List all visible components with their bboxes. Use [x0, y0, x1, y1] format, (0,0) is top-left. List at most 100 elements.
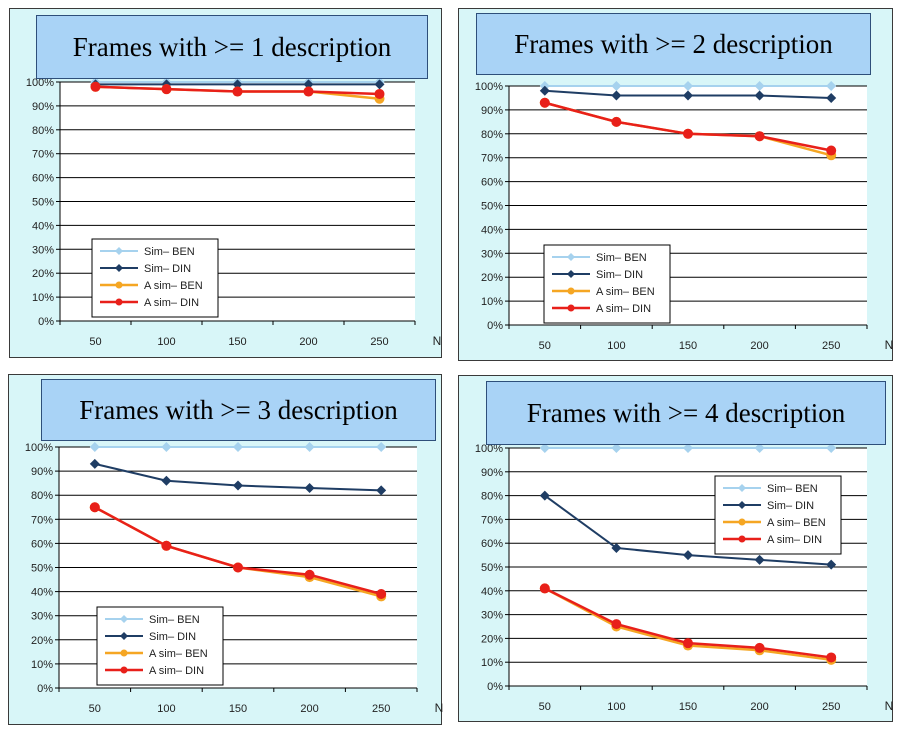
y-tick-label: 40%: [481, 224, 503, 236]
x-tick-label: 100: [607, 340, 625, 352]
data-point: [89, 502, 100, 513]
legend-label: Sim– BEN: [767, 483, 818, 495]
y-tick-label: 100%: [475, 443, 503, 455]
y-tick-label: 30%: [31, 611, 53, 623]
data-point: [304, 482, 315, 493]
x-tick-label: 100: [157, 336, 175, 348]
data-point: [376, 442, 387, 452]
data-point: [233, 562, 243, 573]
y-tick-label: 10%: [481, 657, 503, 669]
data-point: [303, 79, 314, 90]
y-tick-label: 50%: [31, 563, 53, 575]
y-tick-label: 40%: [32, 220, 54, 232]
data-point: [232, 79, 243, 90]
line-chart-3: 0% 10% 20% 30% 40% 50% 60% 70% 80% 90% 100% 50 100 15…: [25, 442, 443, 715]
x-tick-label: 150: [679, 340, 697, 352]
legend-swatch-marker: [567, 270, 575, 278]
data-point: [374, 88, 385, 99]
y-tick-label: 50%: [32, 197, 54, 209]
data-point: [374, 79, 385, 90]
data-point: [90, 81, 101, 92]
data-point: [683, 638, 693, 649]
x-tick-label: 250: [372, 703, 390, 715]
y-tick-label: 30%: [32, 244, 54, 256]
data-point: [376, 589, 387, 600]
data-point: [683, 128, 693, 139]
chart-panel-3: 0% 10% 20% 30% 40% 50% 60% 70% 80% 90% 100% 50 100 15…: [8, 374, 443, 725]
y-tick-label: 70%: [481, 153, 503, 165]
data-point: [539, 490, 550, 501]
data-point: [376, 485, 387, 496]
y-tick-label: 10%: [481, 296, 503, 308]
chart-title: Frames with >= 2 description: [476, 13, 871, 75]
y-tick-label: 0%: [38, 316, 54, 328]
data-point: [611, 443, 622, 453]
y-tick-label: 70%: [31, 514, 53, 526]
y-tick-label: 30%: [481, 610, 503, 622]
x-axis-label: N: [885, 699, 894, 713]
legend-label: Sim– DIN: [596, 269, 643, 281]
y-tick-label: 80%: [32, 125, 54, 137]
data-point: [754, 131, 765, 142]
legend-label: Sim– DIN: [144, 263, 191, 275]
data-point: [539, 443, 550, 453]
data-point: [303, 86, 314, 97]
x-tick-label: 50: [89, 336, 101, 348]
y-tick-label: 60%: [481, 177, 503, 189]
data-point: [683, 550, 693, 561]
data-point: [539, 85, 550, 96]
y-tick-label: 0%: [487, 320, 503, 332]
legend-label: Sim– BEN: [596, 252, 647, 264]
legend-label: A sim– DIN: [149, 665, 204, 677]
x-tick-label: 50: [539, 701, 551, 713]
data-point: [826, 652, 837, 663]
data-point: [161, 84, 172, 95]
x-tick-label: 100: [157, 703, 175, 715]
data-point: [611, 90, 622, 101]
y-tick-label: 100%: [26, 77, 54, 89]
y-tick-label: 80%: [481, 491, 503, 503]
y-tick-label: 50%: [481, 562, 503, 574]
x-tick-label: 150: [229, 703, 247, 715]
y-tick-label: 20%: [481, 633, 503, 645]
data-point: [161, 475, 172, 486]
y-tick-label: 100%: [475, 81, 503, 93]
legend-label: A sim– BEN: [144, 280, 203, 292]
legend-label: A sim– BEN: [596, 286, 655, 298]
legend-swatch-marker: [738, 484, 746, 492]
y-tick-label: 10%: [32, 292, 54, 304]
legend-swatch-marker: [120, 666, 128, 674]
x-tick-label: 100: [607, 701, 625, 713]
data-point: [161, 442, 172, 452]
x-tick-label: 200: [299, 336, 317, 348]
data-point: [683, 90, 693, 101]
data-point: [754, 81, 765, 91]
chart-title: Frames with >= 3 description: [41, 379, 436, 441]
data-point: [826, 559, 837, 570]
data-point: [232, 86, 243, 97]
y-tick-label: 0%: [37, 683, 53, 695]
y-tick-label: 20%: [481, 272, 503, 284]
data-point: [611, 81, 622, 91]
x-tick-label: 250: [822, 340, 840, 352]
y-tick-label: 30%: [481, 248, 503, 260]
chart-title: Frames with >= 1 description: [36, 15, 428, 79]
y-tick-label: 60%: [32, 173, 54, 185]
y-tick-label: 80%: [481, 129, 503, 141]
legend-swatch-marker: [120, 615, 128, 623]
x-tick-label: 150: [228, 336, 246, 348]
data-point: [539, 583, 550, 594]
x-axis-label: N: [885, 338, 894, 352]
chart-panel-2: 0% 10% 20% 30% 40% 50% 60% 70% 80% 90% 100% 50 100 15…: [458, 8, 893, 361]
legend-swatch-marker: [567, 253, 575, 261]
data-point: [683, 443, 693, 453]
data-point: [754, 443, 765, 453]
y-tick-label: 40%: [31, 587, 53, 599]
y-tick-label: 10%: [31, 659, 53, 671]
y-tick-label: 90%: [481, 467, 503, 479]
x-tick-label: 200: [750, 701, 768, 713]
y-tick-label: 80%: [31, 490, 53, 502]
legend-label: A sim– DIN: [144, 297, 199, 309]
x-tick-label: 150: [679, 701, 697, 713]
data-point: [539, 97, 550, 108]
